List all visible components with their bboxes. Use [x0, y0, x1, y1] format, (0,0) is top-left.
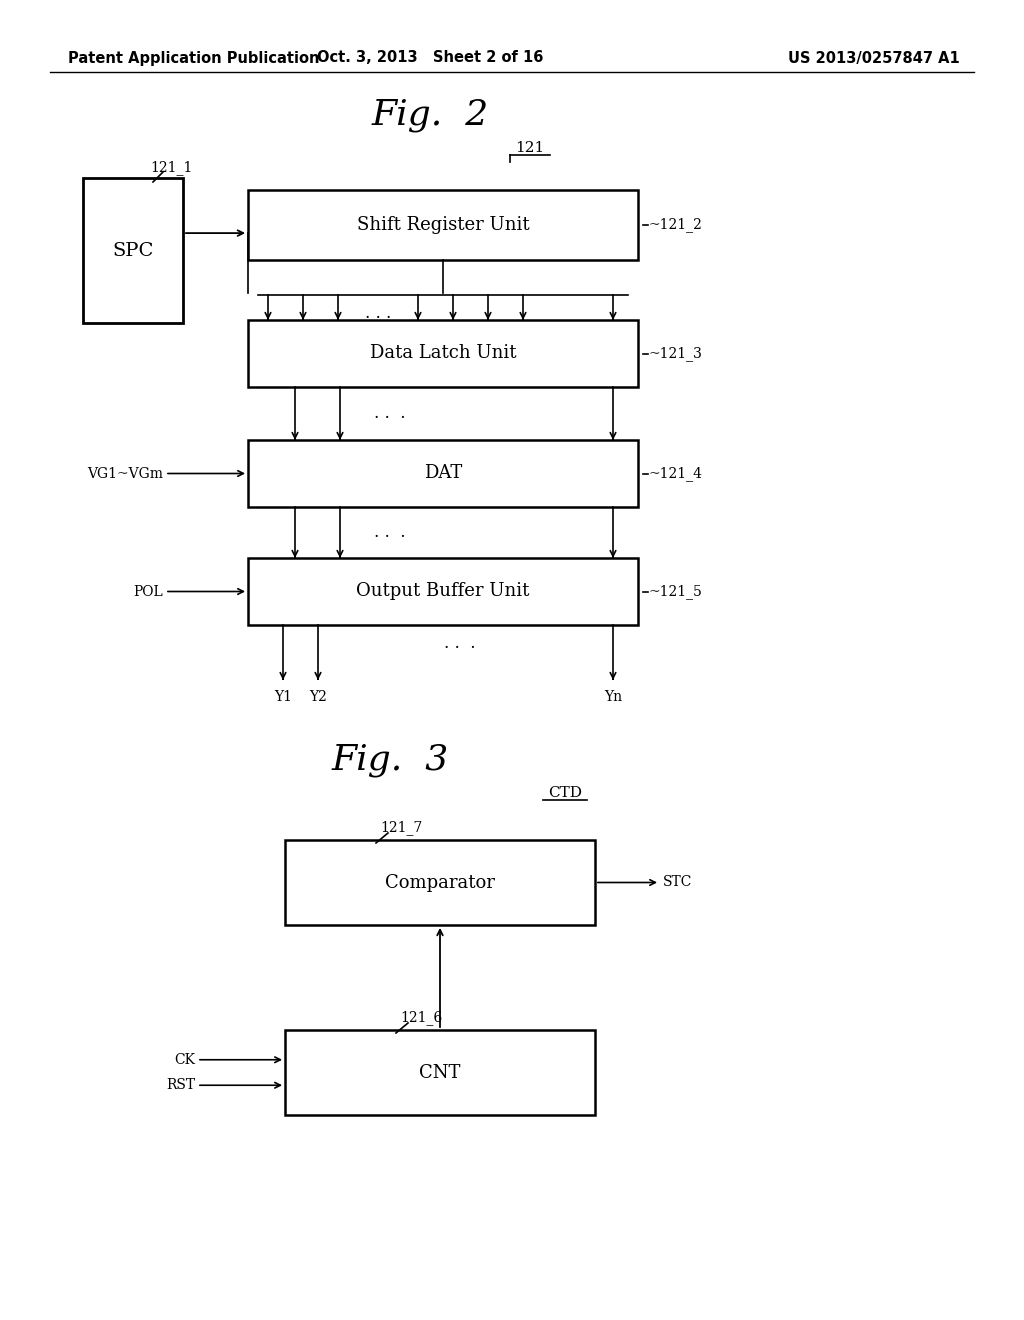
Text: Output Buffer Unit: Output Buffer Unit — [356, 582, 529, 601]
Text: 121_1: 121_1 — [150, 161, 193, 176]
Bar — [248, 319, 638, 387]
Bar — [285, 1030, 595, 1115]
Text: Oct. 3, 2013   Sheet 2 of 16: Oct. 3, 2013 Sheet 2 of 16 — [316, 50, 543, 66]
Text: ~121_2: ~121_2 — [648, 218, 701, 232]
Text: ~121_3: ~121_3 — [648, 346, 701, 360]
Text: Yn: Yn — [604, 690, 622, 704]
Text: US 2013/0257847 A1: US 2013/0257847 A1 — [788, 50, 961, 66]
Bar — [248, 190, 638, 260]
Text: 121_6: 121_6 — [400, 1011, 442, 1026]
Text: . .  .: . . . — [374, 405, 406, 422]
Text: VG1~VGm: VG1~VGm — [87, 466, 163, 480]
Text: . . .: . . . — [365, 305, 391, 322]
Text: Fig.  2: Fig. 2 — [372, 98, 488, 132]
Bar — [285, 840, 595, 925]
Text: Shift Register Unit: Shift Register Unit — [356, 216, 529, 234]
Text: Patent Application Publication: Patent Application Publication — [68, 50, 319, 66]
Text: SPC: SPC — [113, 242, 154, 260]
Text: RST: RST — [166, 1078, 195, 1092]
Text: CTD: CTD — [548, 785, 582, 800]
Bar — [248, 440, 638, 507]
Text: STC: STC — [663, 875, 692, 890]
Text: . .  .: . . . — [374, 524, 406, 541]
Text: 121_7: 121_7 — [380, 821, 422, 836]
Text: Comparator: Comparator — [385, 874, 495, 891]
Text: Data Latch Unit: Data Latch Unit — [370, 345, 516, 363]
Text: CK: CK — [174, 1053, 195, 1067]
Text: Y2: Y2 — [309, 690, 327, 704]
Text: POL: POL — [133, 585, 163, 598]
Text: 121: 121 — [515, 141, 545, 154]
Text: DAT: DAT — [424, 465, 462, 483]
Text: Fig.  3: Fig. 3 — [332, 743, 449, 777]
Text: Y1: Y1 — [274, 690, 292, 704]
Bar — [248, 558, 638, 624]
Text: ~121_4: ~121_4 — [648, 466, 702, 480]
Text: ~121_5: ~121_5 — [648, 583, 701, 599]
Text: . .  .: . . . — [444, 635, 476, 652]
Bar — [83, 178, 183, 323]
Text: CNT: CNT — [419, 1064, 461, 1081]
